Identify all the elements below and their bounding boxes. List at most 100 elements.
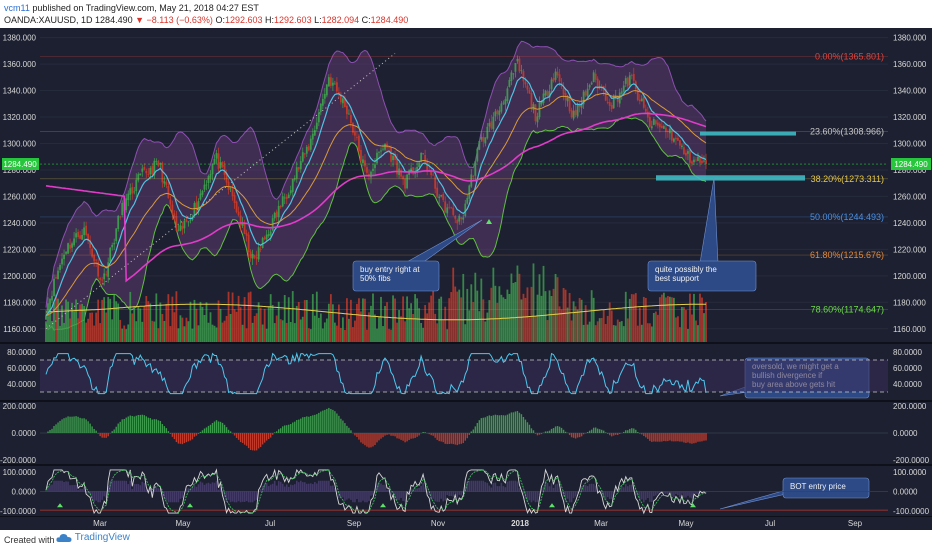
volume-bar	[522, 293, 525, 342]
candle-body	[442, 194, 445, 200]
tradingview-logo[interactable]: TradingView	[56, 532, 130, 543]
candle-body	[125, 198, 128, 211]
candle-body	[648, 117, 651, 127]
volume-bar	[279, 319, 282, 342]
oscillator-panel[interactable]: 100.0000 100.0000 0.0000 0.0000 -100.0000 -10…	[0, 468, 930, 516]
high-value: 1292.603	[274, 15, 312, 25]
osc-histogram	[386, 489, 388, 492]
candle-body	[380, 150, 382, 152]
candle-body	[57, 270, 59, 280]
osc-histogram	[554, 484, 557, 492]
macd-bar	[703, 433, 705, 441]
volume-bar	[510, 273, 513, 342]
macd-bar	[404, 433, 406, 443]
osc-histogram	[482, 480, 485, 492]
candle-body	[466, 197, 469, 204]
osc-histogram	[137, 484, 140, 492]
candle-body	[319, 103, 322, 113]
candle-body	[642, 96, 645, 108]
candle-body	[392, 155, 394, 161]
rsi-panel[interactable]: 80.0000 80.0000 60.0000 60.0000 40.0000 40.00…	[7, 348, 922, 395]
osc-histogram	[330, 485, 332, 492]
candle-body	[233, 195, 236, 204]
macd-bar	[424, 432, 426, 433]
candle-body	[255, 257, 258, 259]
volume-bar	[664, 297, 667, 342]
bot-entry-callout[interactable]: BOT entry price	[719, 477, 870, 510]
candle-body	[434, 176, 437, 189]
osc-histogram	[185, 488, 188, 492]
macd-bar	[528, 424, 531, 433]
candle-body	[203, 184, 206, 190]
osc-histogram	[163, 491, 166, 500]
macd-panel[interactable]: 200.0000 200.0000 0.0000 0.0000 -200.0000 -20…	[0, 402, 930, 465]
candle-body	[620, 91, 623, 94]
osc-histogram	[472, 480, 475, 492]
osc-histogram	[121, 480, 124, 492]
candle-body	[566, 97, 569, 102]
author-link[interactable]: vcm11	[4, 3, 30, 13]
osc-histogram	[201, 482, 204, 492]
rsi-band	[40, 360, 888, 392]
volume-bar	[169, 326, 172, 342]
osc-histogram	[265, 482, 268, 492]
volume-bar	[384, 305, 386, 342]
volume-bar	[175, 291, 178, 342]
osc-buy-arrow-icon	[57, 503, 63, 508]
macd-bar	[235, 433, 238, 438]
volume-bar	[53, 302, 55, 342]
candle-body	[504, 99, 507, 105]
volume-bar	[430, 295, 433, 342]
candle-body	[93, 255, 96, 262]
osc-histogram	[542, 486, 545, 492]
osc-histogram	[301, 482, 304, 492]
candle-body	[179, 225, 182, 231]
macd-bar	[350, 430, 352, 433]
volume-bar	[532, 263, 535, 342]
best-support-callout[interactable]: quite possibly the best support	[647, 177, 757, 292]
candle-body	[303, 153, 306, 155]
volume-bar	[77, 318, 79, 342]
macd-tick-right: 200.0000	[893, 402, 927, 411]
osc-histogram	[402, 491, 404, 501]
osc-histogram	[536, 491, 539, 502]
macd-bar	[332, 409, 334, 433]
volume-bar	[606, 315, 609, 342]
candle-body	[484, 137, 487, 144]
macd-bar	[440, 433, 442, 442]
candle-body	[105, 274, 108, 276]
macd-bar	[392, 433, 394, 436]
candle-body	[532, 104, 535, 110]
macd-bar	[520, 414, 523, 433]
volume-bar	[673, 297, 675, 342]
volume-bar	[225, 315, 228, 342]
candle-body	[658, 123, 661, 128]
macd-bar	[454, 433, 456, 445]
volume-bar	[546, 320, 549, 342]
volume-bar	[103, 297, 106, 342]
volume-bar	[346, 298, 348, 342]
volume-bar	[382, 326, 384, 342]
trading-chart[interactable]: 1380.000 1380.000 1360.000 1360.000 1340.000…	[0, 28, 932, 530]
candle-body	[693, 159, 695, 163]
buy-entry-callout[interactable]: buy entry right at 50% fibs	[352, 219, 483, 292]
osc-histogram	[273, 480, 276, 492]
osc-histogram	[63, 482, 65, 492]
volume-bar	[127, 324, 130, 342]
volume-bar	[237, 295, 240, 342]
time-tick-label: Mar	[594, 519, 608, 528]
candle-body	[121, 202, 124, 216]
macd-bar	[516, 411, 519, 433]
volume-bar	[548, 290, 551, 342]
macd-bar	[645, 433, 647, 438]
candle-body	[137, 174, 140, 181]
macd-bar	[193, 433, 196, 437]
price-tick-right: 1360.000	[893, 60, 927, 69]
volume-bar	[618, 321, 621, 342]
macd-bar	[157, 420, 160, 433]
osc-histogram	[422, 482, 424, 492]
volume-bar	[470, 284, 473, 342]
macd-bar	[398, 433, 400, 439]
candle-body	[283, 197, 286, 199]
volume-bar	[109, 298, 112, 342]
